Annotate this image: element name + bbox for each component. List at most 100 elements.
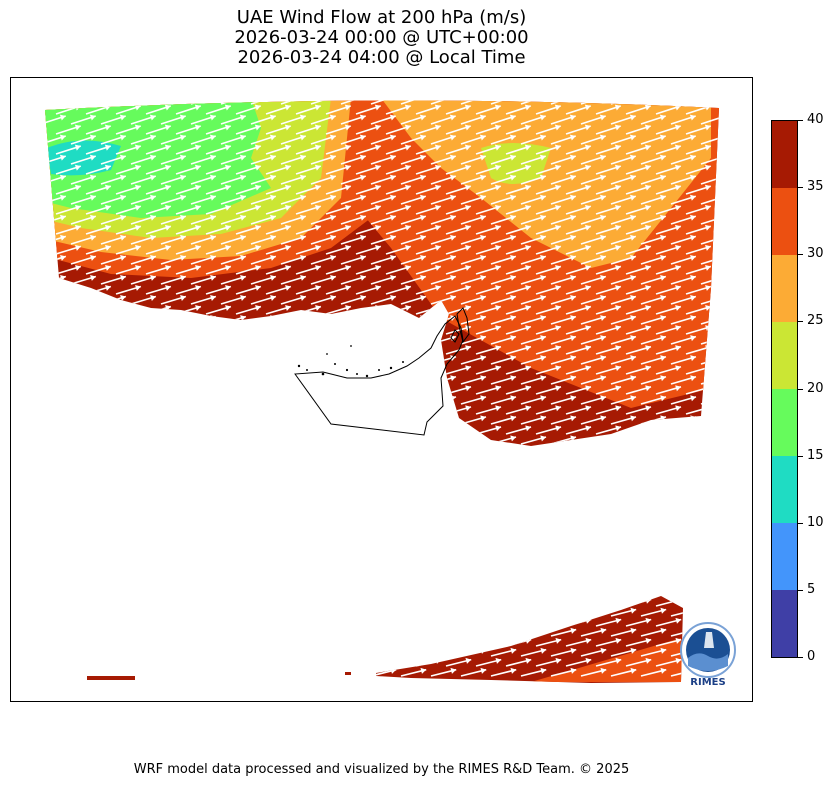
wind-arrow-head bbox=[134, 124, 141, 131]
wind-arrow-head bbox=[405, 305, 411, 311]
wind-arrow bbox=[115, 305, 142, 315]
wind-arrow-head bbox=[524, 164, 531, 171]
wind-arrow-head bbox=[420, 435, 427, 442]
wind-arrow-head bbox=[690, 375, 696, 382]
wind-arrow-head bbox=[449, 214, 456, 221]
wind-arrow bbox=[190, 315, 217, 325]
wind-arrow-head bbox=[524, 144, 531, 151]
wind-arrow-head bbox=[390, 254, 396, 261]
wind-arrow-head bbox=[105, 425, 112, 432]
wind-arrow-head bbox=[555, 305, 561, 311]
wind-arrow-head bbox=[660, 335, 666, 342]
wind-arrow-head bbox=[494, 184, 501, 191]
wind-arrow-head bbox=[375, 405, 382, 412]
wind-arrow-head bbox=[389, 154, 396, 161]
wind-arrow-head bbox=[615, 385, 621, 392]
wind-arrow bbox=[385, 406, 412, 415]
wind-arrow-head bbox=[194, 144, 201, 151]
wind-arrow-head bbox=[585, 597, 592, 604]
wind-arrow-head bbox=[450, 375, 456, 382]
uae-islands bbox=[297, 345, 404, 378]
wind-arrow-head bbox=[600, 335, 606, 342]
wind-arrow bbox=[45, 376, 67, 385]
wind-arrow bbox=[45, 100, 66, 105]
wind-arrow bbox=[430, 596, 457, 597]
wind-arrow-head bbox=[614, 144, 621, 151]
wind-arrow bbox=[355, 345, 382, 355]
wind-arrow-head bbox=[300, 375, 306, 382]
wind-arrow-head bbox=[509, 194, 516, 201]
wind-arrow-head bbox=[360, 295, 366, 301]
wind-arrow bbox=[310, 436, 337, 445]
wind-arrow-head bbox=[509, 174, 516, 181]
wind-arrow-head bbox=[495, 425, 502, 432]
wind-arrow bbox=[190, 335, 217, 345]
wind-arrow-head bbox=[480, 95, 486, 101]
wind-arrow-head bbox=[285, 325, 291, 332]
wind-arrow bbox=[190, 100, 216, 105]
wind-arrow-head bbox=[315, 425, 322, 432]
wind-arrow-head bbox=[390, 355, 396, 362]
wind-arrow-head bbox=[630, 607, 637, 614]
wind-arrow-head bbox=[540, 95, 546, 101]
wind-arrow bbox=[145, 325, 172, 335]
wind-arrow-head bbox=[570, 274, 576, 281]
wind-arrow bbox=[610, 596, 637, 597]
wind-arrow-head bbox=[554, 144, 561, 151]
wind-arrow-head bbox=[540, 274, 546, 281]
wind-arrow bbox=[160, 355, 187, 365]
wind-arrow-head bbox=[600, 315, 606, 322]
wind-arrow-head bbox=[555, 345, 561, 352]
wind-arrow-head bbox=[674, 184, 681, 191]
wind-arrow bbox=[235, 345, 262, 355]
wind-arrow-head bbox=[165, 365, 171, 372]
colorbar-tick-mark bbox=[798, 522, 803, 524]
wind-arrow-head bbox=[225, 425, 232, 432]
wind-arrow-head bbox=[659, 114, 666, 121]
wind-arrow-head bbox=[149, 154, 156, 161]
wind-arrow-head bbox=[330, 95, 336, 101]
wind-arrow-head bbox=[105, 405, 112, 412]
wind-arrow-head bbox=[284, 144, 291, 151]
wind-arrow-head bbox=[134, 144, 141, 151]
wind-arrow-head bbox=[690, 234, 696, 241]
wind-arrow-head bbox=[195, 385, 201, 392]
wind-arrow-head bbox=[585, 285, 591, 291]
wind-arrow bbox=[265, 386, 292, 395]
wind-arrow-head bbox=[120, 415, 127, 422]
wind-arrow-head bbox=[480, 667, 487, 674]
wind-arrow-head bbox=[420, 627, 427, 634]
wind-arrow bbox=[235, 365, 262, 375]
wind-arrow-head bbox=[510, 607, 517, 614]
wind-arrow-head bbox=[480, 274, 486, 281]
wind-arrow-head bbox=[495, 325, 501, 332]
wind-arrow-head bbox=[600, 588, 606, 594]
wind-arrow bbox=[295, 325, 322, 335]
wind-arrow-head bbox=[570, 667, 577, 674]
colorbar-tick-mark bbox=[798, 120, 803, 121]
wind-arrow-head bbox=[690, 274, 696, 281]
wind-arrow-head bbox=[180, 95, 186, 101]
wind-arrow bbox=[460, 100, 486, 105]
wind-arrow-head bbox=[119, 194, 126, 201]
wind-arrow-head bbox=[74, 144, 81, 151]
wind-arrow bbox=[580, 100, 606, 105]
wind-arrow-head bbox=[210, 335, 216, 342]
wind-arrow-head bbox=[510, 435, 517, 442]
wind-arrow-head bbox=[689, 114, 696, 121]
wind-arrow-head bbox=[270, 395, 276, 402]
wind-arrow bbox=[250, 436, 277, 445]
colorbar-tick-mark bbox=[798, 254, 803, 256]
wind-arrow bbox=[670, 648, 683, 657]
wind-arrow-head bbox=[615, 597, 622, 604]
wind-arrow-head bbox=[210, 274, 216, 281]
wind-arrow-head bbox=[90, 415, 97, 422]
colorbar-segment bbox=[772, 188, 797, 255]
wind-arrow-head bbox=[660, 254, 666, 261]
wind-arrow bbox=[220, 416, 247, 425]
wind-arrow-head bbox=[539, 214, 546, 221]
wind-arrow bbox=[55, 365, 82, 375]
wind-arrow-head bbox=[180, 335, 186, 342]
wind-arrow bbox=[415, 426, 442, 435]
wind-arrow bbox=[400, 396, 427, 405]
